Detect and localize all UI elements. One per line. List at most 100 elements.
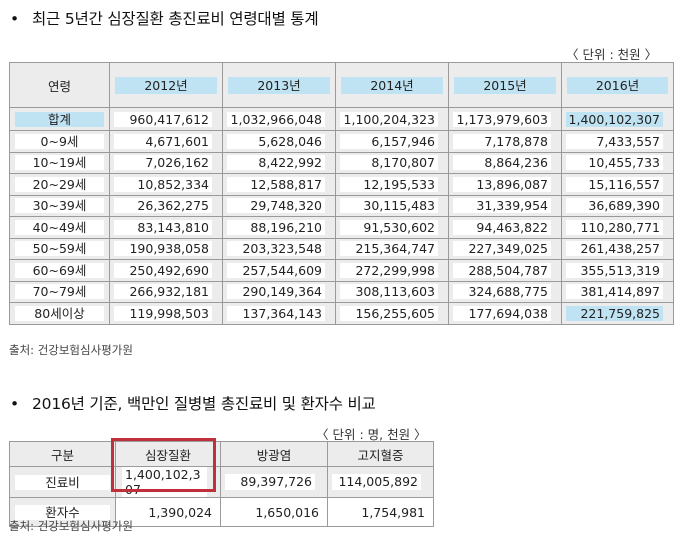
table-row: 0~9세 4,671,601 5,628,046 6,157,946 7,178… bbox=[9, 130, 674, 153]
table-cell: 290,149,364 bbox=[222, 280, 336, 303]
cell-value: 8,864,236 bbox=[453, 155, 551, 171]
cell-value: 12,195,533 bbox=[340, 176, 438, 192]
table-row: 20~29세 10,852,334 12,588,817 12,195,533 … bbox=[9, 173, 674, 196]
disease-comparison-table: 구분 심장질환 방광염 고지혈증 진료비 1,400,102,307 89,39… bbox=[9, 441, 434, 527]
table-cell: 1,754,981 bbox=[327, 497, 434, 527]
table-cell: 26,362,275 bbox=[109, 194, 223, 217]
cell-value: 119,998,503 bbox=[114, 305, 212, 321]
row-label-text: 0~9세 bbox=[15, 133, 104, 149]
table-cell: 15,116,557 bbox=[561, 173, 674, 196]
table-cell: 83,143,810 bbox=[109, 216, 223, 239]
row-label-text: 50~59세 bbox=[15, 241, 104, 257]
cell-value: 15,116,557 bbox=[566, 176, 663, 192]
header-heart-disease: 심장질환 bbox=[115, 441, 221, 467]
header-age: 연령 bbox=[9, 62, 110, 108]
table-cell: 381,414,897 bbox=[561, 280, 674, 303]
section2-unit: 〈 단위 : 명, 천원 〉 bbox=[316, 427, 427, 442]
header-hyperlipidemia-label: 고지혈증 bbox=[357, 447, 404, 463]
cell-value: 13,896,087 bbox=[453, 176, 551, 192]
cell-value: 8,170,807 bbox=[340, 155, 438, 171]
cell-value: 94,463,822 bbox=[453, 219, 551, 235]
table-cell: 1,032,966,048 bbox=[222, 107, 336, 131]
cell-value: 1,173,979,603 bbox=[453, 111, 551, 127]
cell-value: 308,113,603 bbox=[340, 284, 438, 300]
cell-value: 7,433,557 bbox=[566, 133, 663, 149]
table-cell: 91,530,602 bbox=[335, 216, 449, 239]
cell-value: 110,280,771 bbox=[566, 219, 663, 235]
section2-source: 출처: 건강보험심사평가원 bbox=[9, 519, 133, 533]
cell-value: 30,115,483 bbox=[340, 198, 438, 214]
row-label: 70~79세 bbox=[9, 280, 110, 303]
row-label-text: 20~29세 bbox=[15, 176, 104, 192]
header-category-label: 구분 bbox=[50, 447, 74, 463]
table-cell: 177,694,038 bbox=[448, 302, 562, 325]
table-cell: 13,896,087 bbox=[448, 173, 562, 196]
row-label-text: 합계 bbox=[15, 111, 104, 127]
table-row: 10~19세 7,026,162 8,422,992 8,170,807 8,8… bbox=[9, 151, 674, 174]
header-2013: 2013년 bbox=[222, 62, 336, 108]
table-cell: 4,671,601 bbox=[109, 130, 223, 153]
table-cell: 29,748,320 bbox=[222, 194, 336, 217]
table-cell: 288,504,787 bbox=[448, 259, 562, 282]
table-cell: 221,759,825 bbox=[561, 302, 674, 325]
cell-value: 6,157,946 bbox=[340, 133, 438, 149]
table-cell: 355,513,319 bbox=[561, 259, 674, 282]
cell-value: 1,754,981 bbox=[361, 504, 425, 520]
cell-value: 8,422,992 bbox=[227, 155, 325, 171]
header-2016-label: 2016년 bbox=[567, 76, 668, 94]
header-2012-label: 2012년 bbox=[115, 76, 217, 94]
table-cell: 215,364,747 bbox=[335, 237, 449, 260]
table-cell: 7,433,557 bbox=[561, 130, 674, 153]
header-2016: 2016년 bbox=[561, 62, 674, 108]
table-cell: 1,400,102,307 bbox=[561, 107, 674, 131]
cell-value: 26,362,275 bbox=[114, 198, 212, 214]
cell-value: 7,026,162 bbox=[114, 155, 212, 171]
table-cell: 261,438,257 bbox=[561, 237, 674, 260]
row-label-text: 40~49세 bbox=[15, 219, 104, 235]
section1-unit: 〈 단위 : 천원 〉 bbox=[566, 47, 658, 62]
table-cell: 114,005,892 bbox=[327, 466, 434, 498]
bullet: • bbox=[10, 10, 19, 28]
row-label: 합계 bbox=[9, 107, 110, 131]
table-cell: 1,650,016 bbox=[220, 497, 328, 527]
cell-value: 203,323,548 bbox=[227, 241, 325, 257]
table-cell: 272,299,998 bbox=[335, 259, 449, 282]
cell-value: 29,748,320 bbox=[227, 198, 325, 214]
cell-value: 1,100,204,323 bbox=[340, 111, 438, 127]
table-row: 40~49세 83,143,810 88,196,210 91,530,602 … bbox=[9, 216, 674, 239]
header-age-label: 연령 bbox=[47, 78, 71, 94]
bullet: • bbox=[10, 395, 19, 413]
table-cell: 36,689,390 bbox=[561, 194, 674, 217]
table-cell: 324,688,775 bbox=[448, 280, 562, 303]
cell-value: 36,689,390 bbox=[566, 198, 663, 214]
table-cell: 7,026,162 bbox=[109, 151, 223, 174]
table-cell: 89,397,726 bbox=[220, 466, 328, 498]
table-row: 60~69세 250,492,690 257,544,609 272,299,9… bbox=[9, 259, 674, 282]
table-cell: 7,178,878 bbox=[448, 130, 562, 153]
table-header-row: 구분 심장질환 방광염 고지혈증 bbox=[9, 441, 434, 467]
table-row: 80세이상 119,998,503 137,364,143 156,255,60… bbox=[9, 302, 674, 325]
header-cystitis-label: 방광염 bbox=[256, 447, 292, 463]
cell-value: 1,032,966,048 bbox=[227, 111, 325, 127]
header-2014-label: 2014년 bbox=[341, 76, 443, 94]
table-cell: 8,864,236 bbox=[448, 151, 562, 174]
table-row: 환자수 1,390,024 1,650,016 1,754,981 bbox=[9, 497, 434, 527]
cell-value: 381,414,897 bbox=[566, 284, 663, 300]
section2-title: • 2016년 기준, 백만인 질병별 총진료비 및 환자수 비교 bbox=[10, 392, 376, 414]
table-cell: 137,364,143 bbox=[222, 302, 336, 325]
cell-value: 272,299,998 bbox=[340, 262, 438, 278]
cell-value: 12,588,817 bbox=[227, 176, 325, 192]
cell-value-highlighted: 1,400,102,307 bbox=[566, 111, 663, 127]
cell-value: 960,417,612 bbox=[114, 111, 212, 127]
row-label-text: 30~39세 bbox=[15, 198, 104, 214]
table-cell: 8,422,992 bbox=[222, 151, 336, 174]
row-label: 80세이상 bbox=[9, 302, 110, 325]
cell-value: 7,178,878 bbox=[453, 133, 551, 149]
row-label: 진료비 bbox=[9, 466, 116, 498]
cell-value: 250,492,690 bbox=[114, 262, 212, 278]
cell-value: 324,688,775 bbox=[453, 284, 551, 300]
cell-value: 10,455,733 bbox=[566, 155, 663, 171]
cell-value: 5,628,046 bbox=[227, 133, 325, 149]
header-2015-label: 2015년 bbox=[454, 76, 556, 94]
row-label: 50~59세 bbox=[9, 237, 110, 260]
